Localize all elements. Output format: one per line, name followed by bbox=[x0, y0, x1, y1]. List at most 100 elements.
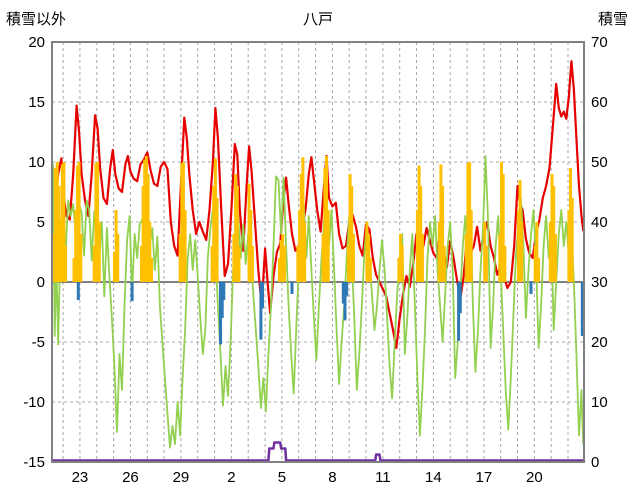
blue-bars-bar bbox=[529, 282, 533, 294]
orange-bars-bar bbox=[114, 210, 118, 282]
tick-label: -10 bbox=[23, 394, 45, 411]
tick-label: 11 bbox=[375, 469, 391, 486]
orange-bars-bar bbox=[537, 258, 541, 282]
orange-bars-bar bbox=[79, 234, 83, 282]
right-axis-title: 積雪 bbox=[597, 11, 628, 28]
orange-bars-bar bbox=[439, 164, 443, 282]
blue-bars-bar bbox=[457, 282, 461, 341]
blue-bars bbox=[76, 282, 585, 345]
orange-bars-bar bbox=[60, 164, 64, 282]
orange-bars-bar bbox=[141, 186, 145, 282]
orange-bars-bar bbox=[180, 163, 184, 282]
orange-bars bbox=[52, 156, 574, 282]
blue-bars-bar bbox=[290, 282, 294, 294]
orange-bars-bar bbox=[397, 258, 401, 282]
orange-bars-bar bbox=[298, 210, 302, 282]
orange-bars-bar bbox=[553, 234, 557, 282]
tick-label: 20 bbox=[526, 469, 543, 486]
tick-label: 0 bbox=[37, 274, 45, 291]
blue-bars-bar bbox=[345, 282, 349, 297]
tick-label: 29 bbox=[173, 469, 190, 486]
orange-bars-bar bbox=[52, 234, 56, 282]
orange-bars-bar bbox=[210, 246, 214, 282]
right-axis-tick-labels: 70 60 50 40 30 20 10 0 bbox=[591, 34, 608, 471]
orange-bars-bar bbox=[54, 168, 57, 282]
orange-bars-bar bbox=[442, 246, 446, 282]
orange-bars-bar bbox=[548, 222, 552, 282]
blue-bars-bar bbox=[458, 282, 462, 314]
blue-bars-bar bbox=[261, 282, 264, 309]
tick-label: 14 bbox=[425, 469, 442, 486]
orange-bars-bar bbox=[346, 246, 350, 282]
tick-label: -15 bbox=[23, 454, 45, 471]
blue-bars-bar bbox=[222, 282, 226, 300]
orange-bars-bar bbox=[178, 234, 182, 282]
tick-label: 70 bbox=[591, 34, 608, 51]
tick-label: 8 bbox=[328, 469, 336, 486]
plot-border bbox=[51, 41, 585, 463]
left-axis-tick-labels: 20 15 10 5 0 -5 -10 -15 bbox=[23, 34, 45, 471]
tick-label: 15 bbox=[28, 94, 45, 111]
orange-bars-bar bbox=[464, 234, 468, 282]
orange-bars-bar bbox=[441, 186, 445, 282]
tick-label: 40 bbox=[591, 214, 608, 231]
tick-label: -5 bbox=[32, 334, 45, 351]
orange-bars-bar bbox=[569, 168, 572, 282]
orange-bars-bar bbox=[92, 246, 96, 282]
orange-bars-bar bbox=[503, 246, 507, 282]
orange-bars-bar bbox=[139, 246, 143, 282]
tick-label: 60 bbox=[591, 94, 608, 111]
orange-bars-bar bbox=[148, 222, 152, 282]
orange-bars-bar bbox=[143, 159, 147, 282]
orange-bars-bar bbox=[516, 210, 520, 282]
orange-bars-bar bbox=[183, 210, 187, 282]
orange-bars-bar bbox=[415, 210, 419, 282]
tick-label: 0 bbox=[591, 454, 599, 471]
orange-bars-bar bbox=[518, 180, 522, 282]
tick-label: 10 bbox=[591, 394, 608, 411]
orange-bars-bar bbox=[59, 222, 63, 282]
orange-bars-bar bbox=[94, 163, 98, 282]
orange-bars-bar bbox=[321, 234, 325, 282]
orange-bars-bar bbox=[484, 246, 488, 282]
orange-bars-bar bbox=[417, 165, 421, 282]
orange-bars-bar bbox=[247, 183, 251, 282]
orange-bars-bar bbox=[72, 258, 76, 282]
orange-bars-bar bbox=[64, 246, 68, 282]
orange-bars-bar bbox=[535, 222, 539, 282]
orange-bars-bar bbox=[232, 234, 236, 282]
blue-bars-bar bbox=[219, 282, 222, 345]
tick-label: 2 bbox=[227, 469, 235, 486]
tick-label: 50 bbox=[591, 154, 608, 171]
orange-bars-bar bbox=[150, 258, 153, 282]
tick-label: 20 bbox=[591, 334, 608, 351]
tick-label: 26 bbox=[122, 469, 139, 486]
orange-bars-bar bbox=[368, 258, 372, 282]
tick-label: 30 bbox=[591, 274, 608, 291]
blue-bars-bar bbox=[130, 282, 134, 302]
orange-bars-bar bbox=[250, 246, 254, 282]
orange-bars-bar bbox=[348, 174, 352, 282]
tick-label: 5 bbox=[278, 469, 286, 486]
tick-label: 5 bbox=[37, 214, 45, 231]
orange-bars-bar bbox=[303, 222, 307, 282]
orange-bars-bar bbox=[282, 246, 286, 282]
orange-bars-bar bbox=[181, 162, 185, 282]
blue-bars-bar bbox=[259, 282, 263, 340]
orange-bars-bar bbox=[350, 186, 354, 282]
orange-bars-bar bbox=[144, 156, 148, 282]
orange-bars-bar bbox=[326, 210, 330, 282]
orange-bars-bar bbox=[570, 198, 574, 282]
orange-bars-bar bbox=[146, 174, 150, 282]
orange-bars-bar bbox=[97, 222, 101, 282]
orange-bars-bar bbox=[567, 210, 571, 282]
orange-bars-bar bbox=[55, 162, 59, 282]
orange-bars-bar bbox=[237, 246, 241, 282]
orange-bars-bar bbox=[469, 210, 473, 282]
orange-bars-bar bbox=[498, 234, 502, 282]
orange-bars-bar bbox=[74, 210, 78, 282]
orange-bars-bar bbox=[533, 246, 537, 282]
orange-bars-bar bbox=[400, 246, 404, 282]
orange-bars-bar bbox=[279, 240, 283, 282]
